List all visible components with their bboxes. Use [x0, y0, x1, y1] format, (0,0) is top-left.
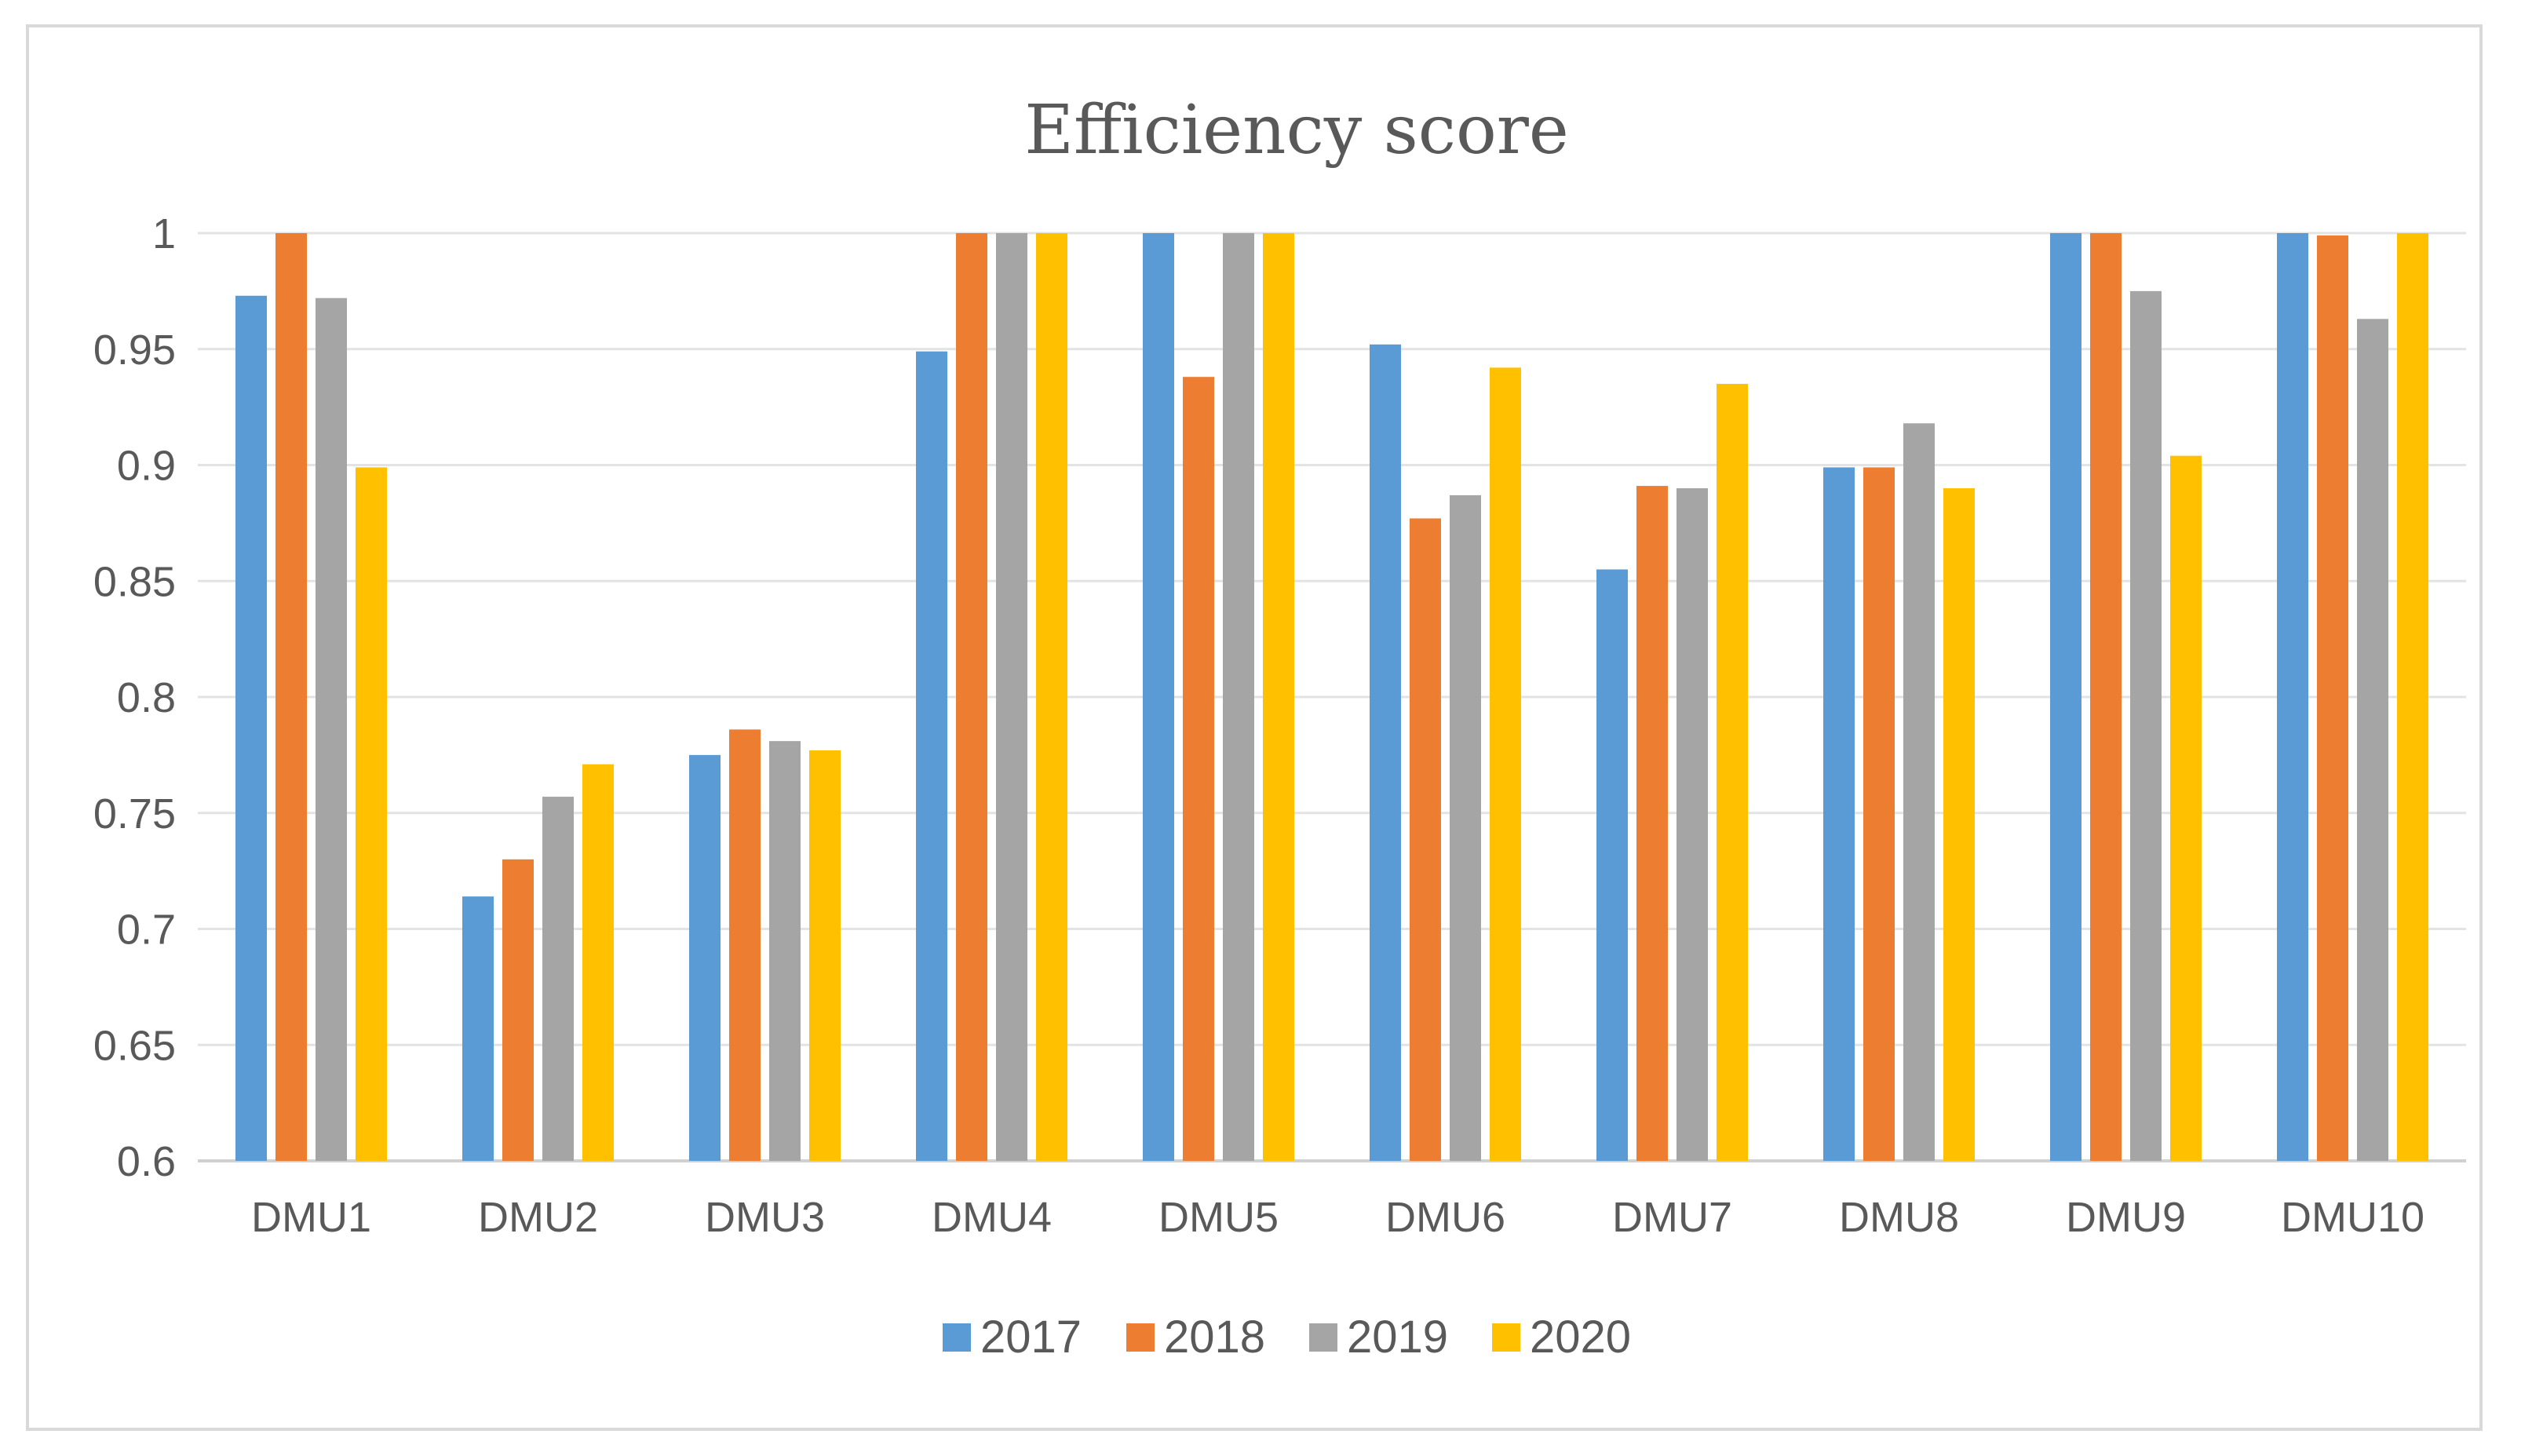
bar-dmu3-2019 — [769, 741, 801, 1161]
bars — [235, 233, 2428, 1162]
y-axis-ticks: 0.6 0.65 0.7 0.75 0.8 0.85 0.9 0.95 1 — [93, 210, 176, 1185]
bar-dmu4-2019 — [996, 233, 1027, 1161]
x-tick-label: DMU1 — [251, 1194, 371, 1241]
x-tick-label: DMU10 — [2281, 1194, 2424, 1241]
bar-dmu8-2019 — [1903, 423, 1935, 1161]
bar-dmu5-2019 — [1223, 233, 1254, 1161]
x-axis-ticks: DMU1 DMU2 DMU3 DMU4 DMU5 DMU6 DMU7 DMU8 DMU9 DMU1… — [251, 1194, 2424, 1241]
x-tick-label: DMU4 — [932, 1194, 1052, 1241]
legend-swatch — [1309, 1323, 1337, 1352]
bar-dmu2-2020 — [582, 764, 614, 1161]
bar-dmu2-2019 — [542, 797, 574, 1161]
bar-dmu7-2017 — [1596, 569, 1628, 1161]
bar-dmu4-2017 — [916, 351, 947, 1162]
x-tick-label: DMU8 — [1839, 1194, 1959, 1241]
bar-dmu1-2018 — [275, 233, 307, 1161]
y-tick-label: 0.7 — [117, 907, 176, 954]
bar-dmu4-2020 — [1036, 233, 1067, 1161]
y-tick-label: 0.95 — [93, 327, 176, 374]
bar-dmu9-2018 — [2090, 233, 2122, 1161]
bar-dmu4-2018 — [956, 233, 987, 1161]
bar-dmu6-2020 — [1490, 367, 1521, 1161]
x-tick-label: DMU5 — [1158, 1194, 1279, 1241]
bar-dmu10-2020 — [2397, 233, 2428, 1161]
bar-dmu6-2018 — [1410, 518, 1441, 1161]
legend: 2017 2018 2019 2020 — [943, 1312, 1631, 1363]
legend-swatch — [943, 1323, 971, 1352]
y-tick-label: 0.65 — [93, 1022, 176, 1069]
x-tick-label: DMU2 — [478, 1194, 598, 1241]
bar-dmu9-2017 — [2050, 233, 2081, 1161]
chart-frame: Efficiency score 0.6 0.65 0.7 0.75 0.8 0.85 0.… — [26, 24, 2483, 1431]
bar-dmu8-2018 — [1863, 467, 1895, 1161]
bar-dmu7-2019 — [1676, 488, 1708, 1161]
legend-swatch — [1492, 1323, 1520, 1352]
bar-dmu9-2020 — [2170, 455, 2202, 1161]
bar-dmu8-2020 — [1943, 488, 1975, 1161]
gridlines — [198, 232, 2466, 1162]
legend-label: 2020 — [1530, 1312, 1631, 1363]
x-tick-label: DMU6 — [1385, 1194, 1505, 1241]
legend-item-2020: 2020 — [1492, 1312, 1631, 1363]
bar-dmu6-2017 — [1370, 344, 1401, 1162]
legend-label: 2018 — [1164, 1312, 1265, 1363]
bar-dmu1-2019 — [316, 297, 347, 1161]
bar-dmu3-2018 — [729, 729, 761, 1161]
bar-dmu1-2020 — [356, 467, 387, 1161]
y-tick-label: 1 — [152, 210, 176, 257]
bar-dmu6-2019 — [1450, 494, 1481, 1161]
x-tick-label: DMU9 — [2066, 1194, 2186, 1241]
bar-dmu10-2018 — [2317, 235, 2348, 1162]
bar-dmu1-2017 — [235, 295, 267, 1161]
y-tick-label: 0.8 — [117, 674, 176, 721]
bar-dmu2-2017 — [462, 896, 494, 1161]
bar-dmu9-2019 — [2130, 290, 2162, 1161]
y-tick-label: 0.85 — [93, 558, 176, 605]
legend-label: 2019 — [1347, 1312, 1448, 1363]
bar-dmu7-2018 — [1636, 486, 1668, 1161]
y-tick-label: 0.75 — [93, 790, 176, 837]
bar-dmu10-2017 — [2277, 233, 2308, 1161]
bar-dmu5-2017 — [1143, 233, 1174, 1161]
bar-dmu10-2019 — [2357, 319, 2388, 1162]
bar-dmu2-2018 — [502, 859, 534, 1161]
legend-label: 2017 — [980, 1312, 1082, 1363]
x-tick-label: DMU7 — [1612, 1194, 1732, 1241]
y-tick-label: 0.9 — [117, 443, 176, 490]
legend-swatch — [1126, 1323, 1155, 1352]
bar-dmu3-2020 — [809, 750, 841, 1161]
legend-item-2019: 2019 — [1309, 1312, 1448, 1363]
chart-title: Efficiency score — [1024, 91, 1569, 170]
bar-dmu5-2018 — [1183, 377, 1214, 1162]
legend-item-2018: 2018 — [1126, 1312, 1265, 1363]
bar-dmu5-2020 — [1263, 233, 1294, 1161]
legend-item-2017: 2017 — [943, 1312, 1082, 1363]
bar-dmu7-2020 — [1717, 384, 1748, 1161]
bar-dmu3-2017 — [689, 754, 721, 1161]
bar-dmu8-2017 — [1823, 467, 1855, 1161]
y-tick-label: 0.6 — [117, 1138, 176, 1185]
x-tick-label: DMU3 — [705, 1194, 825, 1241]
bar-chart: Efficiency score 0.60.650.70.750.80.850.… — [93, 91, 2466, 1363]
